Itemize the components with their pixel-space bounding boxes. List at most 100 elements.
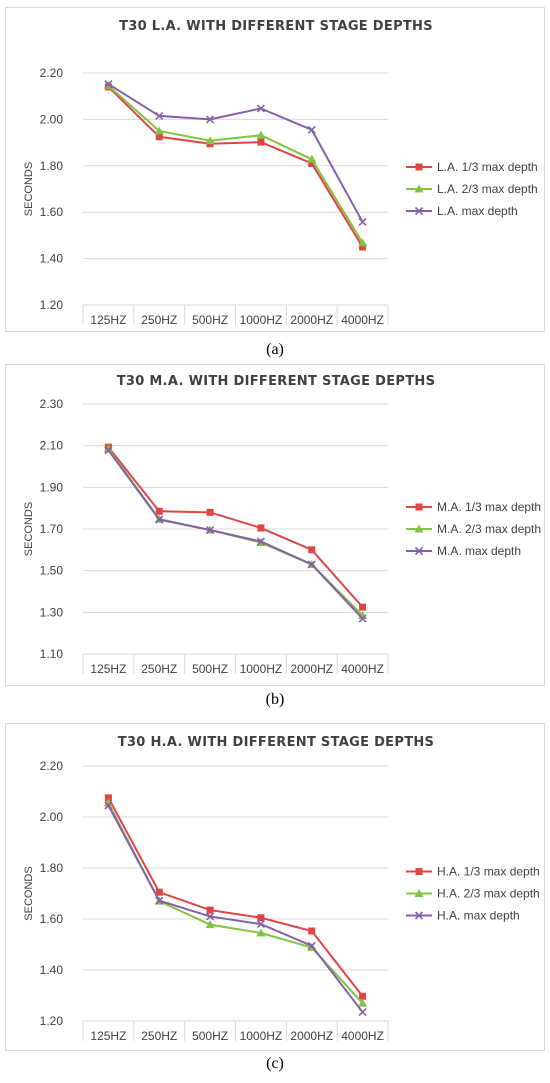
legend-marker-square [415, 163, 423, 171]
marker-stroke [104, 801, 113, 810]
data-point-x [206, 912, 215, 921]
data-point-square [257, 914, 265, 922]
caption-b: (b) [265, 691, 285, 708]
marker-stroke [104, 446, 113, 455]
legend-label: H.A. 2/3 max depth [437, 887, 540, 901]
marker-stroke [256, 104, 265, 113]
chart-panel-b: T30 M.A. WITH DIFFERENT STAGE DEPTHS 1.10… [5, 364, 545, 686]
data-point-triangle [103, 444, 113, 453]
data-point-x [155, 896, 164, 905]
x-tick-label: 500HZ [192, 662, 228, 676]
marker-stroke [307, 560, 316, 569]
x-tick-label: 1000HZ [240, 313, 283, 327]
y-tick-label: 1.50 [40, 564, 64, 578]
x-tick-label: 2000HZ [290, 313, 333, 327]
y-tick-label: 2.30 [40, 397, 64, 411]
data-point-x [206, 115, 215, 124]
x-tick-label: 250HZ [141, 313, 177, 327]
y-tick-label: 2.10 [40, 439, 64, 453]
data-point-x [155, 111, 164, 120]
marker-stroke [358, 1008, 367, 1017]
marker-stroke [206, 115, 215, 124]
data-point-square [155, 507, 163, 515]
chart-title: T30 L.A. WITH DIFFERENT STAGE DEPTHS [119, 19, 433, 34]
marker-stroke [358, 217, 367, 227]
data-point-square [308, 546, 316, 554]
y-tick-label: 1.90 [40, 480, 64, 494]
series-line [107, 86, 364, 248]
marker-stroke [414, 546, 424, 556]
chart-title: T30 H.A. WITH DIFFERENT STAGE DEPTHS [118, 735, 434, 750]
legend-label: L.A. 1/3 max depth [437, 160, 538, 174]
chart-svg-c: T30 H.A. WITH DIFFERENT STAGE DEPTHS 1.20… [23, 735, 540, 1043]
x-tick-label: 4000HZ [341, 1029, 384, 1043]
chart-svg-a: T30 L.A. WITH DIFFERENT STAGE DEPTHS 1.20… [23, 19, 538, 327]
marker-stroke [307, 125, 316, 134]
marker-stroke [206, 912, 215, 921]
data-point-square [308, 159, 316, 167]
series-line [107, 448, 364, 617]
y-tick-label: 2.20 [40, 66, 64, 80]
data-point-triangle [154, 126, 164, 135]
x-tick-label: 250HZ [141, 1029, 177, 1043]
data-point-x [206, 525, 215, 535]
legend-label: L.A. max depth [437, 204, 518, 218]
data-point-square [257, 524, 265, 532]
data-point-square [257, 138, 265, 146]
data-point-x [307, 560, 316, 569]
x-tick-label: 2000HZ [290, 1029, 333, 1043]
caption-c: (c) [266, 1055, 284, 1072]
data-point-triangle [205, 136, 215, 145]
data-point-triangle [358, 998, 368, 1007]
x-tick-label: 125HZ [90, 1029, 126, 1043]
legend-label: M.A. max depth [437, 544, 521, 558]
chart-panel-c: T30 H.A. WITH DIFFERENT STAGE DEPTHS 1.20… [5, 723, 545, 1051]
series-line [107, 797, 364, 997]
x-tick-label: 1000HZ [240, 1029, 283, 1043]
data-point-x [358, 614, 367, 623]
y-tick-label: 1.20 [40, 1014, 64, 1028]
legend-marker-triangle [414, 889, 424, 897]
data-point-x [358, 1008, 367, 1017]
chart-panel-a: T30 L.A. WITH DIFFERENT STAGE DEPTHS 1.20… [5, 7, 545, 332]
data-point-x [104, 801, 113, 810]
y-tick-label: 1.10 [40, 647, 64, 661]
legend-marker-x [414, 206, 424, 216]
data-point-square [308, 927, 316, 935]
y-tick-label: 1.60 [40, 205, 64, 219]
data-point-triangle [103, 798, 113, 807]
x-tick-label: 250HZ [141, 662, 177, 676]
legend-label: L.A. 2/3 max depth [437, 182, 538, 196]
data-point-x [155, 515, 164, 524]
data-point-square [359, 243, 367, 251]
y-tick-label: 1.80 [40, 159, 64, 173]
legend-label: H.A. 1/3 max depth [437, 865, 540, 879]
series-line [107, 805, 364, 1013]
marker-stroke [155, 896, 164, 905]
data-point-square [104, 794, 112, 802]
x-tick-label: 1000HZ [240, 662, 283, 676]
data-point-square [359, 992, 367, 1000]
y-tick-label: 1.70 [40, 522, 64, 536]
data-point-square [155, 133, 163, 141]
data-point-triangle [307, 154, 317, 163]
y-axis-label: SECONDS [23, 866, 35, 920]
x-tick-label: 125HZ [90, 313, 126, 327]
y-tick-label: 1.40 [40, 963, 64, 977]
data-point-x [307, 941, 316, 950]
marker-stroke [414, 911, 424, 920]
x-tick-label: 2000HZ [290, 662, 333, 676]
data-point-triangle [358, 238, 368, 247]
data-point-triangle [256, 928, 266, 937]
y-axis-label: SECONDS [23, 162, 35, 216]
x-tick-label: 500HZ [192, 1029, 228, 1043]
legend-marker-x [414, 911, 424, 920]
legend-label: M.A. 2/3 max depth [437, 522, 541, 536]
data-point-square [206, 906, 214, 914]
marker-stroke [414, 206, 424, 216]
x-tick-label: 500HZ [192, 313, 228, 327]
data-point-triangle [205, 920, 215, 929]
data-point-x [104, 80, 113, 89]
marker-stroke [256, 920, 265, 929]
caption-a: (a) [266, 341, 284, 358]
